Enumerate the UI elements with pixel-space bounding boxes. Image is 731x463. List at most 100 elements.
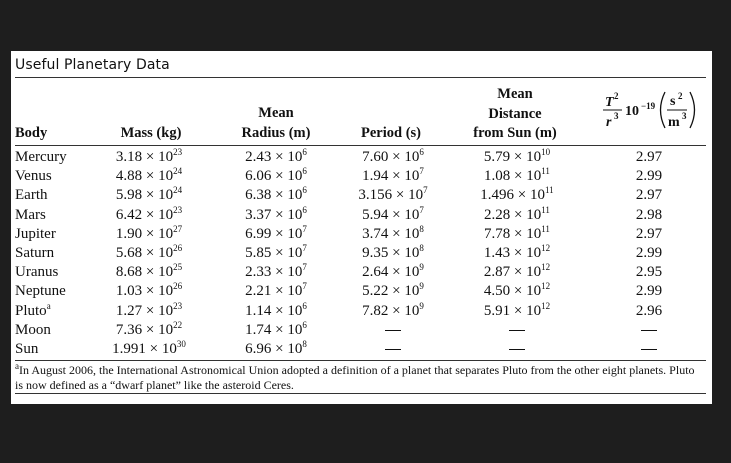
ratio-cell: 2.95 [609, 263, 689, 282]
rad-cell: 6.96 × 108 [216, 340, 336, 359]
rad-cell: 2.43 × 106 [216, 148, 336, 167]
empty-dash [385, 349, 401, 351]
body-name: Uranus [15, 263, 58, 282]
header-radius-line2: Radius (m) [241, 124, 311, 141]
per-exponent: 7 [419, 204, 424, 215]
per-exponent: 6 [419, 147, 424, 157]
header-distance: Mean Distance from Sun (m) [456, 85, 574, 144]
per-cell: 9.35 × 108 [333, 244, 453, 263]
dist-exponent: 11 [541, 223, 550, 234]
mass-exponent: 30 [176, 339, 186, 349]
table-title: Useful Planetary Data [15, 57, 170, 73]
body-name-text: Earth [15, 187, 48, 204]
mass-cell: 8.68 × 1025 [89, 263, 209, 282]
dist-mantissa: 1.43 × 10 [483, 245, 542, 261]
mass-cell: 3.18 × 1023 [89, 148, 209, 167]
mass-cell: 5.98 × 1024 [89, 186, 209, 205]
body-name: Venus [15, 167, 52, 186]
mass-mantissa: 1.90 × 10 [115, 225, 174, 242]
per-cell [333, 340, 453, 359]
body-name: Neptune [15, 282, 66, 301]
dist-exponent: 12 [541, 243, 551, 253]
per-mantissa: 7.82 × 10 [362, 302, 420, 319]
ratio-value: 2.99 [635, 245, 663, 261]
per-cell: 7.82 × 109 [333, 301, 453, 321]
empty-dash [641, 329, 657, 331]
mass-mantissa: 1.27 × 10 [115, 302, 174, 319]
mass-exponent: 26 [173, 243, 183, 253]
ratio-den-exp: 3 [614, 111, 619, 121]
dist-mantissa: 2.87 × 10 [483, 264, 542, 281]
rad-mantissa: 3.37 × 10 [245, 206, 303, 223]
per-cell: 2.64 × 109 [333, 263, 453, 282]
per-cell: 7.60 × 106 [333, 148, 453, 167]
body-name: Jupiter [15, 225, 56, 244]
per-exponent: 9 [419, 262, 424, 273]
header-radius: Mean Radius (m) [221, 104, 331, 143]
footnote-ref: a [46, 300, 51, 311]
body-name: Moon [15, 321, 51, 340]
mass-exponent: 22 [173, 319, 183, 330]
dist-cell: 4.50 × 1012 [457, 282, 577, 301]
body-name: Earth [15, 186, 47, 205]
dist-mantissa: 1.496 × 10 [480, 187, 546, 204]
per-exponent: 7 [423, 185, 428, 196]
rad-cell: 1.74 × 106 [216, 319, 336, 340]
rad-mantissa: 6.96 × 10 [245, 341, 303, 357]
ratio-value: 2.98 [635, 206, 663, 223]
ratio-value: 2.97 [635, 225, 663, 242]
dist-cell: 1.496 × 1011 [457, 186, 577, 205]
header-rule [15, 145, 706, 146]
ratio-cell: 2.99 [609, 282, 689, 301]
header-ratio: T 2 r 3 10 −19 s 2 m 3 [603, 91, 696, 130]
per-cell: 5.94 × 107 [333, 204, 453, 225]
header-period: Period (s) [361, 125, 421, 141]
ratio-cell: 2.99 [609, 167, 689, 186]
rad-exponent: 6 [302, 319, 307, 330]
empty-dash [509, 329, 525, 331]
right-paren [689, 91, 696, 129]
rad-cell: 3.37 × 106 [216, 204, 336, 225]
ratio-cell: 2.98 [609, 206, 689, 225]
per-mantissa: 1.94 × 10 [362, 168, 420, 185]
mass-exponent: 23 [173, 147, 183, 157]
body-name-text: Uranus [15, 264, 59, 281]
dist-cell [457, 321, 577, 340]
per-mantissa: 5.94 × 10 [362, 206, 420, 223]
rad-mantissa: 6.38 × 10 [245, 187, 303, 204]
ratio-value: 2.95 [635, 264, 663, 281]
mass-exponent: 25 [173, 262, 183, 273]
footnote-text: In August 2006, the International Astron… [15, 363, 695, 392]
dist-cell: 2.87 × 1012 [457, 263, 577, 282]
body-name-text: Saturn [15, 245, 55, 261]
header-body: Body [15, 125, 48, 141]
rad-mantissa: 2.21 × 10 [245, 283, 303, 300]
mass-cell: 1.90 × 1027 [89, 224, 209, 244]
ratio-value: 2.97 [635, 149, 663, 165]
rad-mantissa: 6.06 × 10 [245, 168, 303, 185]
per-cell: 3.156 × 107 [333, 186, 453, 205]
ratio-den: r [606, 115, 612, 130]
ratio-value: 2.99 [635, 168, 663, 185]
rad-exponent: 6 [302, 300, 307, 311]
rad-exponent: 6 [302, 204, 307, 215]
mass-cell: 1.03 × 1026 [89, 282, 209, 301]
rad-cell: 6.38 × 106 [216, 186, 336, 205]
dist-mantissa: 1.08 × 10 [484, 168, 542, 185]
ratio-value: 2.96 [635, 302, 663, 319]
mass-mantissa: 5.68 × 10 [115, 245, 174, 261]
rad-exponent: 7 [302, 262, 307, 273]
ratio-unit-den: m [668, 115, 680, 130]
ratio-value: 2.99 [635, 283, 663, 300]
rad-exponent: 6 [302, 147, 307, 157]
mass-mantissa: 5.98 × 10 [115, 187, 174, 204]
body-name-text: Neptune [15, 283, 66, 300]
body-name-text: Pluto [15, 302, 47, 319]
ratio-cell: 2.96 [609, 302, 689, 321]
per-mantissa: 3.156 × 10 [358, 187, 424, 204]
ratio-cell: 2.97 [609, 186, 689, 205]
dist-cell: 5.91 × 1012 [457, 300, 577, 321]
dist-exponent: 12 [541, 300, 551, 311]
dist-exponent: 12 [541, 281, 551, 292]
header-distance-line1: Mean [497, 86, 533, 102]
